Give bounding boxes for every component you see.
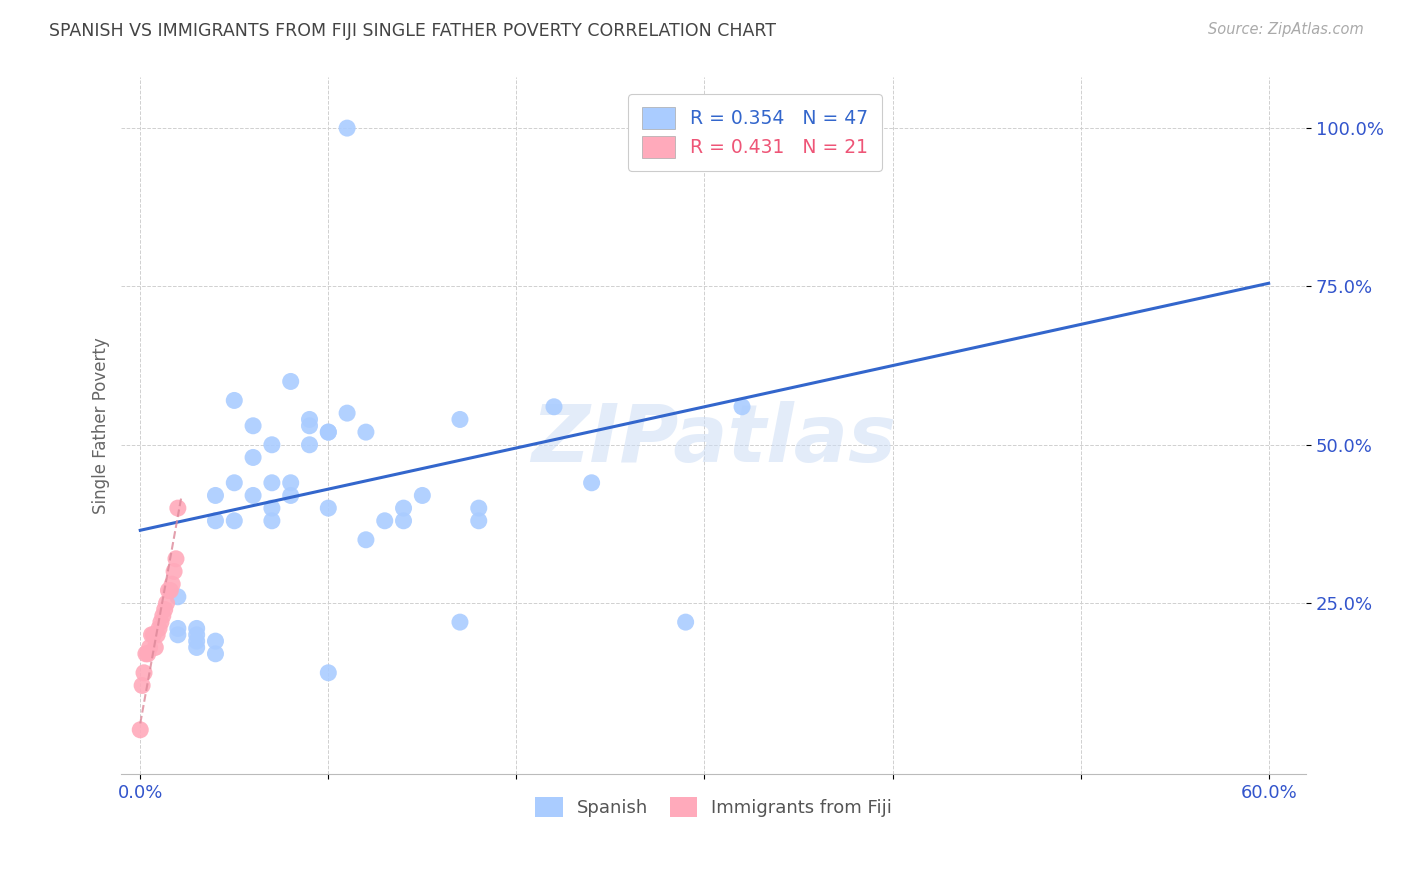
Point <box>155 596 177 610</box>
Point <box>242 418 264 433</box>
Text: SPANISH VS IMMIGRANTS FROM FIJI SINGLE FATHER POVERTY CORRELATION CHART: SPANISH VS IMMIGRANTS FROM FIJI SINGLE F… <box>49 22 776 40</box>
Point <box>186 628 208 642</box>
Point <box>146 628 169 642</box>
Point <box>160 577 183 591</box>
Point <box>224 393 246 408</box>
Point <box>260 514 283 528</box>
Point <box>354 533 377 547</box>
Point <box>336 121 359 136</box>
Point <box>131 678 153 692</box>
Point <box>148 622 170 636</box>
Point <box>392 514 415 528</box>
Point <box>157 583 180 598</box>
Point <box>136 647 159 661</box>
Point <box>468 501 491 516</box>
Point <box>204 647 226 661</box>
Point <box>186 622 208 636</box>
Point <box>153 602 176 616</box>
Text: Source: ZipAtlas.com: Source: ZipAtlas.com <box>1208 22 1364 37</box>
Point <box>152 608 174 623</box>
Point <box>242 450 264 465</box>
Point <box>204 488 226 502</box>
Point <box>132 665 155 680</box>
Point <box>204 514 226 528</box>
Point <box>186 640 208 655</box>
Point <box>186 634 208 648</box>
Point <box>141 628 163 642</box>
Point <box>224 514 246 528</box>
Point <box>298 412 321 426</box>
Point <box>318 425 340 439</box>
Point <box>165 551 187 566</box>
Point <box>468 514 491 528</box>
Point <box>298 418 321 433</box>
Text: ZIPatlas: ZIPatlas <box>531 401 897 479</box>
Point <box>280 488 302 502</box>
Point <box>354 425 377 439</box>
Point <box>142 628 165 642</box>
Point <box>581 475 603 490</box>
Legend: Spanish, Immigrants from Fiji: Spanish, Immigrants from Fiji <box>529 790 900 824</box>
Y-axis label: Single Father Poverty: Single Father Poverty <box>93 337 110 514</box>
Point <box>411 488 433 502</box>
Point <box>374 514 396 528</box>
Point <box>204 634 226 648</box>
Point <box>392 501 415 516</box>
Point <box>318 501 340 516</box>
Point <box>167 501 190 516</box>
Point <box>260 438 283 452</box>
Point <box>298 438 321 452</box>
Point <box>167 628 190 642</box>
Point <box>260 501 283 516</box>
Point <box>138 640 160 655</box>
Point <box>318 425 340 439</box>
Point <box>129 723 152 737</box>
Point <box>318 665 340 680</box>
Point <box>675 615 697 629</box>
Point <box>280 375 302 389</box>
Point <box>159 583 181 598</box>
Point <box>449 412 471 426</box>
Point <box>336 406 359 420</box>
Point <box>143 640 166 655</box>
Point <box>167 622 190 636</box>
Point <box>167 590 190 604</box>
Point <box>543 400 565 414</box>
Point <box>242 488 264 502</box>
Point <box>260 475 283 490</box>
Point <box>280 475 302 490</box>
Point <box>163 565 186 579</box>
Point <box>449 615 471 629</box>
Point <box>224 475 246 490</box>
Point <box>135 647 157 661</box>
Point <box>731 400 754 414</box>
Point <box>149 615 172 629</box>
